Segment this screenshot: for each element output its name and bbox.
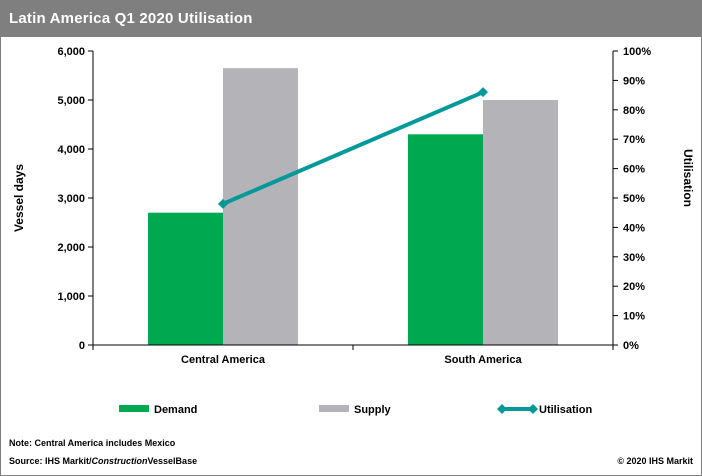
source-suffix: VesselBase <box>147 456 198 466</box>
utilisation-marker-central-america <box>218 198 228 209</box>
source-italic: Construction <box>91 456 148 466</box>
legend-marker <box>497 404 507 414</box>
y-axis-title: Vessel days <box>12 164 26 232</box>
y-tick-label: 3,000 <box>57 193 85 205</box>
legend-label-supply: Supply <box>354 404 392 416</box>
bar-supply-central-america <box>223 68 298 346</box>
legend-label-utilisation: Utilisation <box>539 404 592 416</box>
y-tick-label: 6,000 <box>57 46 85 58</box>
legend-label-demand: Demand <box>154 404 197 416</box>
chart-source: Source: IHS Markit/ConstructionVesselBas… <box>9 456 197 466</box>
y2-tick-label: 100% <box>623 46 651 58</box>
y2-tick-label: 60% <box>623 164 645 176</box>
copyright: © 2020 IHS Markit <box>617 456 693 466</box>
y-tick-label: 0 <box>79 340 85 352</box>
utilisation-line <box>222 90 484 206</box>
legend-swatch-supply <box>319 405 349 412</box>
plot-area <box>148 68 558 346</box>
legend-marker <box>528 404 538 414</box>
bar-demand-central-america <box>148 212 223 345</box>
y2-tick-label: 70% <box>623 134 645 146</box>
y2-tick-label: 50% <box>623 193 645 205</box>
y2-tick-label: 80% <box>623 105 645 117</box>
y2-axis-title: Utilisation <box>681 149 695 207</box>
y2-tick-label: 20% <box>623 281 645 293</box>
y-tick-label: 2,000 <box>57 242 85 254</box>
y-tick-label: 5,000 <box>57 95 85 107</box>
title-bar: Latin America Q1 2020 Utilisation <box>1 1 701 37</box>
y-tick-label: 4,000 <box>57 144 85 156</box>
y2-tick-label: 0% <box>623 340 639 352</box>
bar-supply-south-america <box>483 100 558 345</box>
y-tick-label: 1,000 <box>57 291 85 303</box>
x-tick-label: Central America <box>181 354 266 366</box>
x-tick-label: South America <box>444 354 522 366</box>
legend-swatch-demand <box>119 405 149 412</box>
y2-tick-label: 30% <box>623 252 645 264</box>
bar-demand-south-america <box>408 134 483 345</box>
source-prefix: Source: IHS Markit/ <box>9 456 92 466</box>
chart-title: Latin America Q1 2020 Utilisation <box>9 10 253 27</box>
y2-tick-label: 10% <box>623 311 645 323</box>
y2-tick-label: 40% <box>623 222 645 234</box>
utilisation-marker-south-america <box>478 87 488 98</box>
y2-tick-label: 90% <box>623 75 645 87</box>
legend: Demand Supply Utilisation <box>119 404 592 416</box>
chart-note: Note: Central America includes Mexico <box>9 438 176 448</box>
axes: 0 1,000 2,000 3,000 4,000 5,000 6,000 0% 10% 20% 3… <box>12 46 695 366</box>
